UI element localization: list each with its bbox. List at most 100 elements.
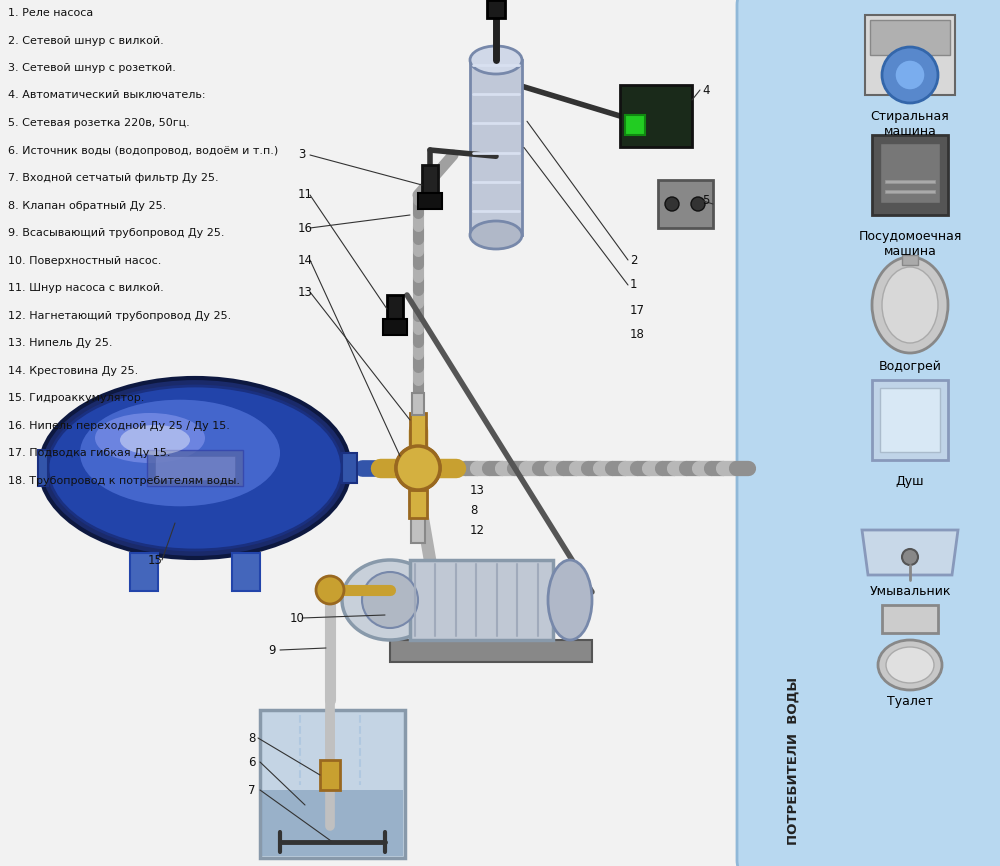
Bar [865, 15, 955, 95]
Ellipse shape [691, 197, 705, 211]
Text: 7. Входной сетчатый фильтр Ду 25.: 7. Входной сетчатый фильтр Ду 25. [8, 173, 219, 183]
Ellipse shape [886, 647, 934, 683]
Bar [880, 388, 940, 452]
Text: 2. Сетевой шнур с вилкой.: 2. Сетевой шнур с вилкой. [8, 36, 164, 46]
Text: 1. Реле насоса: 1. Реле насоса [8, 8, 93, 18]
Bar [130, 553, 158, 591]
Text: Стиральная
машина: Стиральная машина [871, 110, 949, 138]
Bar [387, 295, 403, 323]
Ellipse shape [48, 386, 342, 550]
Ellipse shape [316, 576, 344, 604]
Bar [320, 760, 340, 790]
Ellipse shape [882, 267, 938, 343]
Polygon shape [390, 640, 592, 662]
Text: 17. Подводка гибкая Ду 15.: 17. Подводка гибкая Ду 15. [8, 448, 170, 458]
Ellipse shape [396, 446, 440, 490]
Text: 5: 5 [702, 193, 709, 206]
Text: 8: 8 [470, 503, 477, 516]
Bar [342, 453, 357, 483]
Ellipse shape [872, 257, 948, 353]
Bar [418, 193, 442, 209]
Bar [870, 20, 950, 55]
Bar [902, 255, 918, 265]
Bar [885, 180, 935, 183]
Bar [872, 135, 948, 215]
Text: 9: 9 [268, 643, 276, 656]
Text: 8. Клапан обратный Ду 25.: 8. Клапан обратный Ду 25. [8, 201, 166, 210]
Text: 13. Нипель Ду 25.: 13. Нипель Ду 25. [8, 338, 112, 348]
Bar [260, 710, 405, 858]
Text: 16. Нипель переходной Ду 25 / Ду 15.: 16. Нипель переходной Ду 25 / Ду 15. [8, 421, 230, 430]
Text: 8: 8 [248, 732, 255, 745]
Text: 18. Трубопровод к потребителям воды.: 18. Трубопровод к потребителям воды. [8, 475, 240, 486]
Text: 1: 1 [630, 279, 638, 292]
Text: Туалет: Туалет [887, 695, 933, 708]
Ellipse shape [40, 378, 350, 558]
Text: 6. Источник воды (водопровод, водоём и т.п.): 6. Источник воды (водопровод, водоём и т… [8, 145, 278, 156]
Ellipse shape [902, 549, 918, 565]
Ellipse shape [665, 197, 679, 211]
Ellipse shape [362, 572, 418, 628]
Bar [409, 490, 427, 518]
Bar [470, 60, 522, 235]
Text: 9. Всасывающий трубопровод Ду 25.: 9. Всасывающий трубопровод Ду 25. [8, 228, 224, 238]
Bar [658, 180, 713, 228]
Text: 2: 2 [630, 254, 638, 267]
Ellipse shape [882, 47, 938, 103]
Text: 3: 3 [298, 148, 305, 161]
Text: 10: 10 [290, 611, 305, 624]
Bar [412, 393, 424, 415]
Bar [882, 605, 938, 633]
Ellipse shape [120, 425, 190, 455]
Text: 11. Шнур насоса с вилкой.: 11. Шнур насоса с вилкой. [8, 283, 164, 293]
Text: ПОТРЕБИТЕЛИ  ВОДЫ: ПОТРЕБИТЕЛИ ВОДЫ [786, 677, 800, 845]
Text: 14: 14 [298, 254, 313, 267]
Text: 4: 4 [702, 83, 710, 96]
Ellipse shape [470, 221, 522, 249]
Ellipse shape [396, 446, 440, 490]
Text: 13: 13 [470, 483, 485, 496]
Bar [885, 190, 935, 193]
Bar [487, 0, 505, 18]
Bar [147, 450, 243, 486]
Text: 15: 15 [148, 553, 163, 566]
Text: 18: 18 [630, 328, 645, 341]
Ellipse shape [895, 60, 925, 90]
Text: 15. Гидроаккумулятор.: 15. Гидроаккумулятор. [8, 393, 144, 403]
Text: 6: 6 [248, 755, 256, 768]
Bar [422, 165, 438, 197]
Ellipse shape [79, 399, 281, 507]
Text: 13: 13 [298, 286, 313, 299]
Bar [411, 518, 425, 543]
Bar [232, 553, 260, 591]
Text: Посудомоечная
машина: Посудомоечная машина [858, 230, 962, 258]
Text: 12: 12 [470, 524, 485, 537]
Ellipse shape [342, 560, 438, 640]
Bar [410, 413, 426, 448]
Bar [155, 456, 235, 480]
Bar [410, 560, 553, 640]
Bar [625, 115, 645, 135]
Bar [383, 319, 407, 335]
Text: Умывальник: Умывальник [869, 585, 951, 598]
Ellipse shape [878, 640, 942, 690]
Text: 5. Сетевая розетка 220в, 50гц.: 5. Сетевая розетка 220в, 50гц. [8, 118, 190, 128]
Ellipse shape [548, 560, 592, 640]
Text: 11: 11 [298, 189, 313, 202]
Text: Водогрей: Водогрей [879, 360, 941, 373]
Ellipse shape [95, 413, 205, 463]
Polygon shape [862, 530, 958, 575]
Bar [262, 790, 403, 856]
Text: 14. Крестовина Ду 25.: 14. Крестовина Ду 25. [8, 365, 138, 376]
Text: 7: 7 [248, 784, 256, 797]
Bar [880, 143, 940, 203]
Text: Душ: Душ [896, 475, 924, 488]
Text: 16: 16 [298, 222, 313, 235]
Bar [620, 85, 692, 147]
Text: 17: 17 [630, 303, 645, 316]
Bar [38, 450, 48, 486]
Text: 12. Нагнетающий трубопровод Ду 25.: 12. Нагнетающий трубопровод Ду 25. [8, 311, 231, 320]
FancyBboxPatch shape [737, 0, 1000, 866]
Bar [872, 380, 948, 460]
Text: 3. Сетевой шнур с розеткой.: 3. Сетевой шнур с розеткой. [8, 63, 176, 73]
